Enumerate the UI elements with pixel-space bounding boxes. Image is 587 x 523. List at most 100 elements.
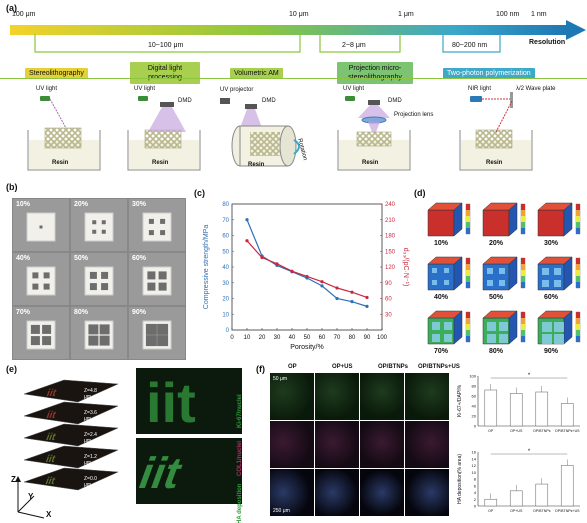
scaffold-pore (30, 336, 40, 346)
x-tick-label: 80 (349, 335, 356, 341)
microscopy-image (360, 373, 404, 420)
setup3-dmd: DMD (262, 98, 276, 104)
cube-side (563, 256, 573, 291)
scaffold-drawing (142, 266, 172, 296)
colorbar-segment (466, 222, 470, 228)
x-tick-label: 100 (377, 335, 388, 341)
colorbar-segment (576, 264, 580, 270)
colorbar-segment (576, 330, 580, 336)
scale-tick-10um: 10 μm (289, 11, 309, 18)
scaffold-porosity-label: 90% (132, 309, 147, 316)
scaffold-pore (160, 230, 166, 236)
cube-pore (432, 280, 437, 285)
y-tick-label: 70 (222, 218, 229, 224)
layer-pattern: iit (45, 410, 58, 421)
setup4-projection-lens: Projection lens (394, 112, 434, 118)
x-tick-label: 20 (259, 335, 266, 341)
x-tick-label: 30 (274, 335, 281, 341)
scaffold-photo-1: 10% (12, 198, 70, 252)
cube-pore (499, 334, 508, 343)
scaffold-porosity-label: 70% (16, 309, 31, 316)
colorbar-segment (466, 216, 470, 222)
setup5-resin: Resin (486, 160, 503, 166)
x-tick-label: 10 (244, 335, 251, 341)
colorbar-segment (466, 204, 470, 210)
colorbar-segment (521, 276, 525, 282)
scaffold-pore (92, 220, 97, 225)
scaffold-block (142, 266, 172, 296)
cube-side (508, 202, 518, 237)
setup3-resin: Resin (248, 162, 265, 168)
setup5-nir-light: NIR light (468, 86, 492, 92)
simulation-cell: 60% (530, 252, 585, 306)
x-tick-label: 70 (334, 335, 341, 341)
colorbar-segment (466, 276, 470, 282)
colorbar-segment (521, 312, 525, 318)
scaffold-pore (158, 271, 167, 280)
cube-side (508, 256, 518, 291)
tech-projection-micro-sl: Projection micro-stereolithography (337, 62, 413, 84)
microscopy-image (360, 469, 404, 516)
simulation-porosity-label: 70% (434, 348, 449, 355)
colorbar-segment (576, 204, 580, 210)
simulation-cube (427, 202, 471, 237)
cube-pore (554, 322, 564, 332)
colorbar-segment (466, 312, 470, 318)
colorbar-segment (521, 204, 525, 210)
cube-pore (499, 322, 508, 331)
cube-pore (487, 280, 493, 286)
layer-stack: iit iit iit iit iit (15, 379, 119, 519)
colorbar-segment (466, 258, 470, 264)
series-point-1 (350, 300, 354, 304)
colorbar-segment (576, 282, 580, 288)
x-tick-label: OP/BTNPs (533, 509, 551, 513)
colorbar-segment (521, 258, 525, 264)
y2-tick-label: 240 (385, 202, 396, 208)
colorbar-segment (521, 282, 525, 288)
microscopy-image (405, 421, 449, 468)
simulation-cube (482, 256, 526, 291)
colorbar-segment (521, 324, 525, 330)
scaffold-porosity-label: 30% (132, 201, 147, 208)
tech-two-photon: Two-photon polymerization (443, 68, 535, 79)
microscopy-image (315, 421, 359, 468)
scaffold-pore (99, 335, 110, 346)
tech-volumetric-am: Volumetric AM (230, 68, 283, 79)
cube-pore (432, 268, 437, 273)
panel-f-label: (f) (256, 364, 265, 374)
y-axis-label: HA deposition(% area) (457, 454, 463, 504)
layer-z-label: Z=4.8 μm (84, 388, 97, 400)
colorbar-segment (576, 276, 580, 282)
y-tick-label: 0 (474, 424, 477, 429)
cube-pore (432, 322, 440, 330)
scaffold-pore (147, 271, 156, 280)
y-tick-label: 10 (222, 312, 229, 318)
colorbar-segment (521, 222, 525, 228)
series-point-2 (335, 286, 339, 290)
cube-side (508, 310, 518, 345)
colorbar-segment (521, 210, 525, 216)
cube-front (537, 209, 565, 237)
scaffold-photo-7: 70% (12, 306, 70, 360)
bar (484, 498, 498, 507)
cube-pore (444, 322, 452, 330)
y-tick-label: 16 (472, 450, 477, 455)
series-point-2 (305, 274, 309, 279)
x-tick-label: 60 (319, 335, 326, 341)
setup1-resin: Resin (52, 160, 69, 166)
scaffold-pore (89, 283, 97, 291)
setup2-uv-light: UV light (134, 86, 156, 92)
microscopy-image (405, 469, 449, 516)
y2-axis-label: d₃₃/(pC·N⁻¹) (402, 248, 409, 287)
colorbar-segment (466, 228, 470, 234)
series-point-2 (260, 255, 264, 260)
scaffold-block (84, 212, 114, 242)
stress-simulations: 10% 20% 30% 40% 50% 60% 70% 80% 90% (420, 198, 586, 360)
scaffold-block (84, 266, 114, 296)
scale-bar-top: 50 μm (273, 376, 287, 382)
cube-pore (554, 334, 564, 344)
y-tick-label: 12 (472, 463, 477, 468)
cube-pore (542, 268, 549, 275)
scaffold-pore (39, 225, 43, 229)
